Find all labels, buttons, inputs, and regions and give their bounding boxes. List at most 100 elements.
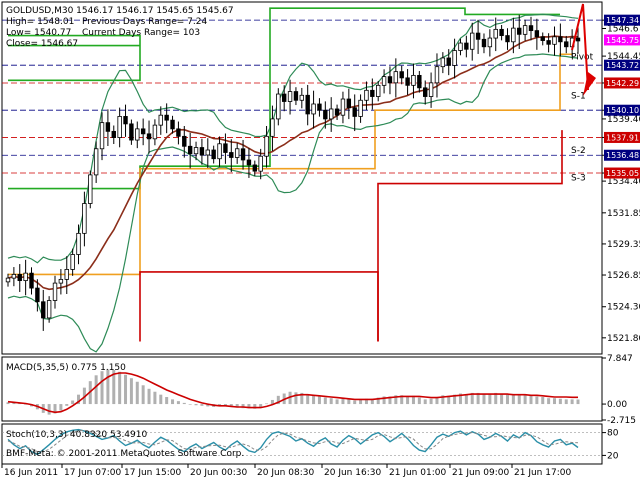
price-tag-box-3 — [604, 77, 640, 89]
candle-body-77 — [458, 42, 463, 51]
candle-body-6 — [41, 301, 46, 319]
macd-bar-34 — [206, 404, 210, 407]
macd-bar-70 — [417, 397, 421, 405]
candle-body-74 — [440, 57, 446, 68]
candle-body-93 — [552, 36, 557, 45]
header-close: Close= 1546.67 — [6, 39, 78, 49]
candle-body-91 — [540, 36, 545, 41]
candle-body-21 — [129, 123, 134, 141]
macd-bar-89 — [529, 395, 533, 405]
macd-bar-11 — [71, 400, 75, 405]
candle-body-64 — [381, 76, 387, 86]
macd-bar-32 — [194, 404, 198, 406]
macd-bar-84 — [500, 393, 504, 405]
macd-bar-23 — [141, 385, 145, 405]
macd-bar-50 — [300, 392, 304, 405]
macd-bar-86 — [511, 394, 515, 405]
stoch-panel-frame — [1, 423, 603, 465]
candle-body-81 — [481, 38, 487, 48]
candle-body-58 — [346, 98, 352, 109]
stoch-panel[interactable]: Stoch(10,3,3) 40.8320 53.4910 BMF-Meta: … — [1, 423, 603, 465]
macd-bar-75 — [447, 395, 451, 405]
macd-panel[interactable]: MACD(5,35,5) 0.775 1.150 — [1, 356, 603, 422]
candle-body-51 — [305, 94, 310, 115]
candle-body-1 — [11, 273, 17, 279]
candle-body-44 — [264, 135, 269, 157]
candle-body-87 — [517, 27, 522, 35]
macd-bar-56 — [335, 399, 339, 405]
price-panel-frame — [1, 1, 603, 355]
macd-axis[interactable]: 7.847 0.00 -2.715 — [602, 354, 636, 426]
macd-bar-64 — [382, 396, 386, 405]
macd-bar-44 — [265, 403, 269, 405]
candle-body-3 — [23, 272, 28, 282]
macd-bar-69 — [411, 395, 415, 405]
macd-bar-16 — [100, 371, 104, 405]
macd-bar-76 — [453, 394, 457, 405]
level-labels: Pivot S-1 S-2 S-3 — [571, 53, 594, 184]
macd-bar-15 — [94, 375, 98, 405]
candle-body-69 — [411, 74, 416, 86]
macd-tick-label-0: 7.847 — [607, 354, 633, 364]
candle-body-30 — [182, 135, 187, 147]
macd-bar-20 — [124, 374, 128, 405]
macd-bar-13 — [82, 387, 86, 405]
candle-body-23 — [140, 128, 146, 135]
candle-body-46 — [276, 93, 281, 120]
time-tick-label-4: 20 Jun 08:30 — [257, 468, 314, 478]
macd-bar-73 — [435, 397, 439, 405]
candle-body-20 — [123, 116, 128, 125]
candle-body-48 — [287, 91, 293, 102]
macd-bar-74 — [441, 395, 445, 405]
candle-body-52 — [311, 103, 316, 115]
macd-bar-72 — [429, 398, 433, 405]
macd-tick-label-2: -2.715 — [607, 416, 636, 426]
macd-bar-62 — [370, 398, 374, 405]
macd-bar-54 — [323, 397, 327, 405]
candle-body-63 — [376, 84, 381, 97]
macd-tick-label-1: 0.00 — [607, 400, 627, 410]
price-tag-box-1 — [604, 34, 640, 46]
candle-body-49 — [293, 91, 299, 101]
stoch-main-line — [7, 428, 579, 456]
candle-body-7 — [46, 300, 52, 319]
macd-bar-61 — [364, 398, 368, 405]
price-panel[interactable] — [1, 1, 603, 355]
time-axis[interactable]: 16 Jun 2011 17 Jun 07:00 17 Jun 15:00 20 Ju… — [1, 464, 571, 478]
macd-bar-68 — [406, 396, 410, 405]
time-tick-label-8: 21 Jun 17:00 — [514, 468, 571, 478]
candle-body-57 — [340, 98, 346, 116]
candle-body-37 — [223, 143, 228, 153]
macd-bar-59 — [353, 400, 357, 405]
candle-body-80 — [475, 32, 481, 40]
chart-header: GOLDUSD,M30 1546.17 1546.17 1545.65 1545… — [6, 6, 234, 49]
stoch-tick-label-1: 20 — [607, 451, 619, 461]
macd-bar-9 — [59, 404, 63, 411]
candle-body-22 — [135, 128, 140, 141]
macd-bar-95 — [564, 399, 568, 405]
macd-bar-8 — [53, 404, 57, 414]
moving-average-line — [7, 35, 579, 291]
candle-body-33 — [199, 147, 205, 156]
level-label-1: S-1 — [571, 91, 586, 101]
candle-body-13 — [82, 203, 87, 234]
candle-body-67 — [399, 71, 404, 79]
candle-body-40 — [240, 148, 246, 161]
macd-signal-group — [7, 372, 578, 414]
candle-body-27 — [164, 114, 169, 121]
macd-bar-42 — [253, 404, 257, 409]
macd-bar-97 — [576, 399, 580, 405]
stoch-axis[interactable]: 80 20 — [602, 429, 619, 462]
price-tick-label-9: 1534.40 — [607, 177, 640, 187]
macd-bar-91 — [541, 397, 545, 405]
candle-body-16 — [99, 122, 105, 150]
macd-bar-52 — [312, 395, 316, 405]
macd-bar-0 — [6, 402, 10, 405]
macd-bar-80 — [476, 392, 480, 405]
macd-signal-line — [7, 372, 578, 414]
macd-bar-12 — [77, 394, 81, 405]
candle-body-65 — [387, 76, 393, 84]
macd-bar-46 — [276, 395, 280, 405]
price-tick-label-5: 1539.40 — [607, 115, 640, 125]
